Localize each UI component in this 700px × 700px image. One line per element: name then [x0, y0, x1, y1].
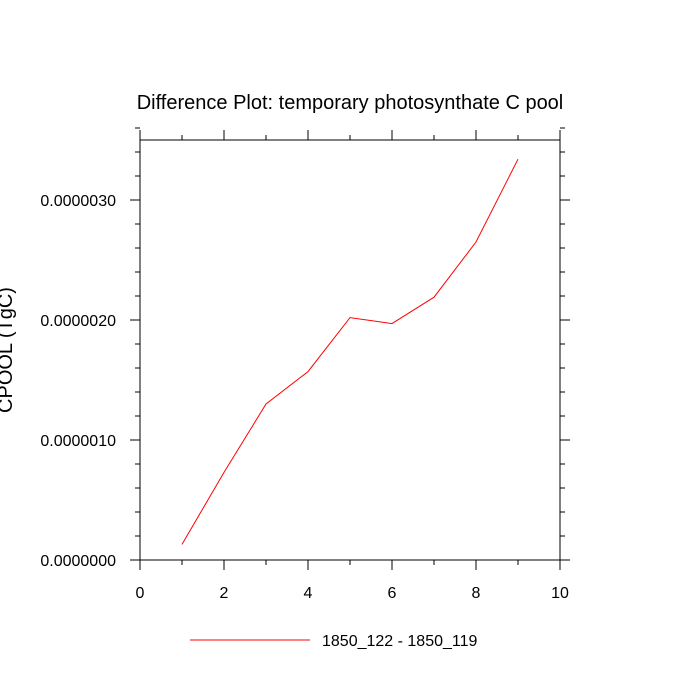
y-axis-label: CPOOL (TgC) — [0, 287, 17, 413]
chart-title: Difference Plot: temporary photosynthate… — [137, 92, 564, 114]
y-tick-label: 0.0000030 — [40, 193, 116, 210]
legend: 1850_122 - 1850_119 — [190, 633, 478, 650]
x-tick-label: 2 — [220, 585, 229, 602]
series-layer — [181, 158, 519, 545]
x-axis-ticks — [139, 130, 561, 570]
x-axis-tick-labels: 0 2 4 6 8 10 — [136, 585, 569, 602]
x-tick-label: 4 — [304, 585, 313, 602]
legend-label: 1850_122 - 1850_119 — [322, 633, 478, 650]
x-tick-label: 10 — [551, 585, 569, 602]
y-tick-label: 0.0000010 — [40, 433, 116, 450]
x-tick-label: 0 — [136, 585, 145, 602]
y-axis-ticks — [130, 127, 570, 561]
x-tick-label: 6 — [388, 585, 397, 602]
series-line — [181, 158, 519, 545]
y-tick-label: 0.0000000 — [40, 553, 116, 570]
y-tick-label: 0.0000020 — [40, 313, 116, 330]
x-tick-label: 8 — [472, 585, 481, 602]
y-axis-tick-labels: 0.0000000 0.0000010 0.0000020 0.0000030 — [40, 193, 116, 570]
